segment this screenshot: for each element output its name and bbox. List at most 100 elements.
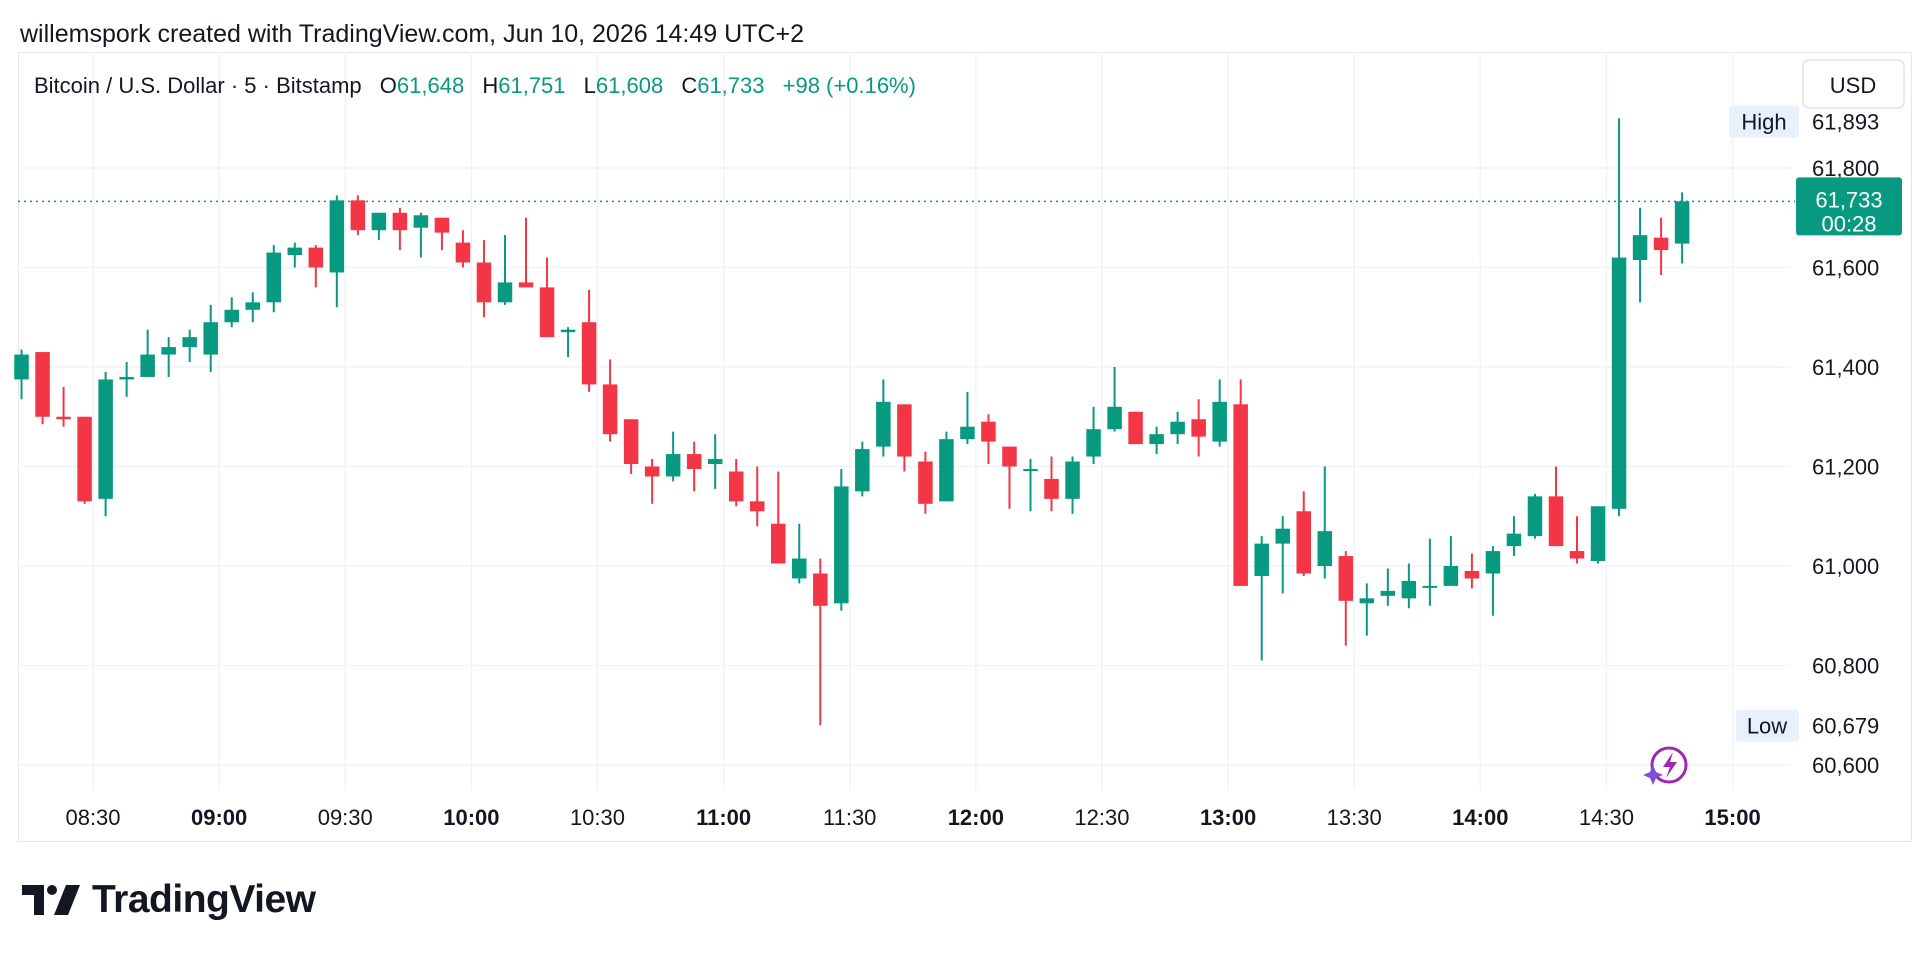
candle-22[interactable] [476, 240, 492, 318]
candle-32[interactable] [686, 441, 702, 492]
candle-72[interactable] [1527, 493, 1543, 539]
candle-79[interactable] [1674, 192, 1690, 264]
candle-49[interactable] [1044, 456, 1059, 512]
candle-20[interactable] [434, 217, 450, 251]
candle-2[interactable] [56, 386, 71, 427]
candle-55[interactable] [1170, 411, 1185, 445]
candle-body-69 [1464, 570, 1480, 579]
candle-body-37 [792, 558, 807, 579]
candle-69[interactable] [1464, 553, 1480, 589]
candle-body-53 [1128, 411, 1143, 445]
candle-34[interactable] [728, 459, 744, 507]
candle-27[interactable] [581, 289, 597, 392]
candle-body-68 [1443, 566, 1459, 586]
ai-assistant-icon[interactable] [1643, 746, 1688, 785]
candle-body-51 [1086, 429, 1101, 457]
price-tick-3: 61,200 [1812, 455, 1879, 480]
candle-10[interactable] [224, 297, 239, 328]
candle-53[interactable] [1128, 411, 1143, 445]
candle-6[interactable] [140, 329, 155, 377]
candle-33[interactable] [707, 434, 723, 489]
candle-70[interactable] [1485, 546, 1501, 616]
candle-21[interactable] [455, 230, 471, 268]
candle-13[interactable] [287, 242, 303, 268]
time-tick-6: 11:30 [823, 805, 876, 830]
candle-50[interactable] [1065, 456, 1080, 514]
candle-76[interactable] [1611, 118, 1627, 517]
candle-15[interactable] [329, 195, 345, 308]
close-value: 61,733 [697, 73, 764, 98]
candle-77[interactable] [1632, 207, 1648, 303]
candle-24[interactable] [518, 217, 534, 288]
candle-56[interactable] [1191, 399, 1206, 457]
candle-19[interactable] [413, 212, 429, 258]
candle-23[interactable] [497, 235, 513, 305]
candle-64[interactable] [1359, 583, 1375, 636]
candle-75[interactable] [1590, 506, 1606, 564]
bar-countdown: 00:28 [1821, 211, 1876, 236]
candle-36[interactable] [771, 471, 786, 564]
candle-0[interactable] [14, 349, 29, 400]
candle-54[interactable] [1149, 426, 1164, 455]
open-value: 61,648 [397, 73, 464, 98]
candle-8[interactable] [182, 329, 197, 363]
low-label: Low [1747, 714, 1787, 739]
candle-7[interactable] [161, 337, 176, 377]
candle-59[interactable] [1254, 536, 1269, 661]
candle-5[interactable] [119, 362, 134, 397]
candle-47[interactable] [1002, 446, 1017, 509]
candle-37[interactable] [792, 523, 807, 584]
candle-body-6 [140, 354, 155, 377]
candle-25[interactable] [539, 257, 555, 338]
candle-31[interactable] [665, 431, 681, 482]
candle-26[interactable] [560, 327, 576, 358]
tradingview-logo[interactable]: TradingView [22, 878, 316, 922]
candle-9[interactable] [203, 304, 218, 372]
candle-1[interactable] [35, 352, 50, 425]
candle-43[interactable] [918, 451, 933, 514]
candle-40[interactable] [855, 441, 870, 497]
candle-57[interactable] [1212, 379, 1227, 447]
candle-60[interactable] [1275, 516, 1290, 594]
candle-35[interactable] [749, 466, 765, 527]
candle-48[interactable] [1023, 459, 1038, 512]
candle-71[interactable] [1506, 516, 1522, 557]
currency-button[interactable] [1802, 59, 1905, 109]
candle-51[interactable] [1086, 406, 1101, 465]
candle-46[interactable] [981, 414, 996, 465]
candle-44[interactable] [939, 431, 954, 502]
candle-14[interactable] [308, 245, 324, 288]
candle-39[interactable] [834, 468, 849, 611]
candle-28[interactable] [602, 359, 618, 442]
candle-3[interactable] [77, 416, 92, 504]
candle-11[interactable] [245, 292, 261, 323]
candle-body-13 [287, 247, 303, 256]
candle-78[interactable] [1653, 217, 1669, 275]
candle-38[interactable] [813, 558, 828, 726]
candle-62[interactable] [1317, 466, 1333, 579]
candle-18[interactable] [392, 207, 408, 251]
candle-body-7 [161, 347, 176, 355]
candle-74[interactable] [1569, 516, 1585, 564]
candle-58[interactable] [1233, 379, 1248, 586]
candle-29[interactable] [623, 419, 639, 474]
candle-41[interactable] [876, 379, 891, 457]
candle-63[interactable] [1338, 551, 1354, 646]
candle-73[interactable] [1548, 466, 1564, 547]
candle-body-18 [392, 212, 408, 231]
candle-16[interactable] [350, 195, 366, 236]
candle-66[interactable] [1401, 563, 1417, 609]
candle-61[interactable] [1296, 491, 1312, 576]
candle-65[interactable] [1380, 568, 1396, 606]
candle-52[interactable] [1107, 367, 1122, 432]
candle-17[interactable] [371, 212, 387, 241]
candle-30[interactable] [644, 459, 660, 504]
candle-body-41 [876, 401, 891, 447]
candle-42[interactable] [897, 404, 912, 472]
candle-67[interactable] [1422, 538, 1438, 606]
candle-68[interactable] [1443, 536, 1459, 586]
candle-4[interactable] [98, 371, 113, 517]
candle-12[interactable] [266, 245, 282, 313]
candle-45[interactable] [960, 391, 975, 445]
